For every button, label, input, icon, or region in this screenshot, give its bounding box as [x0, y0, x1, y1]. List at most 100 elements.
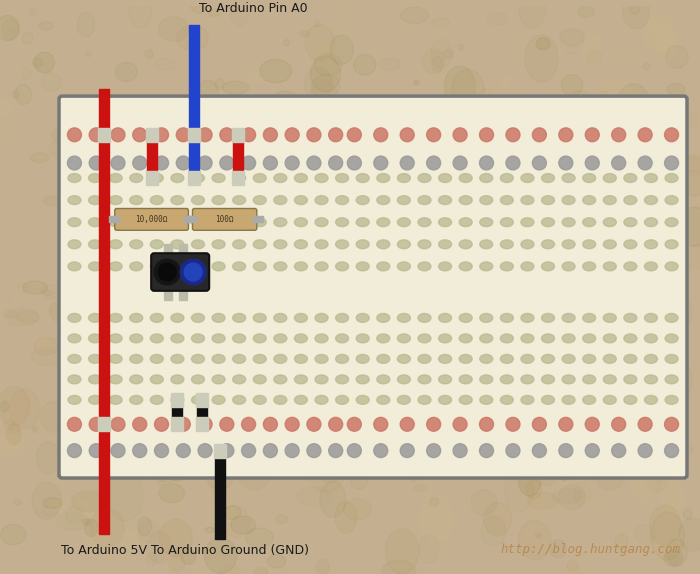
- Ellipse shape: [212, 173, 225, 183]
- Ellipse shape: [650, 505, 680, 545]
- Ellipse shape: [185, 414, 205, 444]
- Ellipse shape: [653, 416, 678, 447]
- Ellipse shape: [22, 68, 31, 79]
- Ellipse shape: [418, 334, 431, 343]
- Ellipse shape: [441, 543, 449, 553]
- Circle shape: [638, 417, 652, 431]
- Ellipse shape: [505, 471, 533, 512]
- Ellipse shape: [109, 395, 122, 404]
- Ellipse shape: [665, 173, 678, 183]
- Circle shape: [533, 156, 547, 170]
- Ellipse shape: [521, 375, 534, 384]
- Ellipse shape: [398, 240, 410, 249]
- Ellipse shape: [356, 313, 369, 323]
- Ellipse shape: [248, 71, 266, 84]
- Ellipse shape: [624, 262, 637, 271]
- Circle shape: [263, 156, 277, 170]
- Ellipse shape: [88, 92, 122, 129]
- Ellipse shape: [582, 395, 596, 404]
- Ellipse shape: [418, 375, 431, 384]
- Ellipse shape: [645, 375, 657, 384]
- Ellipse shape: [323, 308, 328, 315]
- Ellipse shape: [507, 369, 524, 394]
- Ellipse shape: [596, 340, 616, 351]
- Ellipse shape: [192, 196, 204, 204]
- Ellipse shape: [667, 83, 685, 95]
- Ellipse shape: [398, 313, 410, 323]
- Ellipse shape: [25, 393, 32, 397]
- Ellipse shape: [150, 173, 163, 183]
- Ellipse shape: [494, 454, 508, 470]
- Ellipse shape: [376, 356, 383, 362]
- Ellipse shape: [665, 262, 678, 271]
- Ellipse shape: [0, 431, 25, 456]
- Ellipse shape: [32, 482, 62, 519]
- Ellipse shape: [69, 374, 96, 412]
- Ellipse shape: [456, 187, 467, 196]
- Ellipse shape: [315, 262, 328, 271]
- Ellipse shape: [212, 334, 225, 343]
- Ellipse shape: [252, 276, 267, 285]
- Ellipse shape: [234, 420, 249, 435]
- Ellipse shape: [13, 90, 19, 98]
- Ellipse shape: [256, 379, 276, 403]
- Ellipse shape: [192, 395, 204, 404]
- Ellipse shape: [624, 196, 637, 204]
- Ellipse shape: [377, 196, 390, 204]
- Ellipse shape: [295, 313, 307, 323]
- Ellipse shape: [393, 417, 416, 443]
- Circle shape: [111, 128, 125, 142]
- Ellipse shape: [171, 196, 184, 204]
- Ellipse shape: [139, 521, 159, 543]
- Ellipse shape: [138, 517, 152, 536]
- Ellipse shape: [356, 354, 369, 363]
- Ellipse shape: [603, 196, 616, 204]
- Ellipse shape: [272, 91, 299, 110]
- Ellipse shape: [459, 262, 473, 271]
- Ellipse shape: [253, 334, 266, 343]
- Bar: [171, 393, 183, 407]
- Ellipse shape: [506, 39, 528, 61]
- Ellipse shape: [300, 31, 309, 37]
- Circle shape: [176, 417, 190, 431]
- Ellipse shape: [68, 313, 81, 323]
- Circle shape: [585, 156, 599, 170]
- Circle shape: [241, 128, 255, 142]
- Ellipse shape: [328, 268, 339, 284]
- Ellipse shape: [253, 218, 266, 227]
- Ellipse shape: [232, 354, 246, 363]
- Ellipse shape: [467, 352, 496, 376]
- Ellipse shape: [167, 451, 189, 481]
- Circle shape: [506, 417, 520, 431]
- Ellipse shape: [150, 465, 183, 482]
- Ellipse shape: [459, 196, 473, 204]
- Ellipse shape: [500, 262, 513, 271]
- Ellipse shape: [439, 196, 452, 204]
- Ellipse shape: [329, 347, 359, 382]
- Circle shape: [426, 417, 440, 431]
- Ellipse shape: [582, 218, 596, 227]
- Ellipse shape: [582, 354, 596, 363]
- Ellipse shape: [377, 313, 390, 323]
- Ellipse shape: [192, 173, 204, 183]
- FancyBboxPatch shape: [115, 208, 188, 230]
- Ellipse shape: [253, 196, 266, 204]
- Ellipse shape: [314, 53, 342, 76]
- Ellipse shape: [562, 240, 575, 249]
- Ellipse shape: [617, 193, 638, 206]
- Ellipse shape: [603, 395, 616, 404]
- Ellipse shape: [34, 338, 60, 355]
- Ellipse shape: [393, 246, 419, 269]
- Circle shape: [307, 417, 321, 431]
- Ellipse shape: [433, 18, 449, 27]
- Ellipse shape: [315, 395, 328, 404]
- Ellipse shape: [368, 224, 377, 236]
- Circle shape: [198, 444, 212, 457]
- Ellipse shape: [397, 317, 408, 324]
- Ellipse shape: [422, 96, 447, 122]
- Ellipse shape: [657, 212, 664, 222]
- Ellipse shape: [645, 196, 657, 204]
- Ellipse shape: [398, 173, 410, 183]
- Text: To Arduino 5V: To Arduino 5V: [61, 544, 147, 557]
- Circle shape: [89, 128, 103, 142]
